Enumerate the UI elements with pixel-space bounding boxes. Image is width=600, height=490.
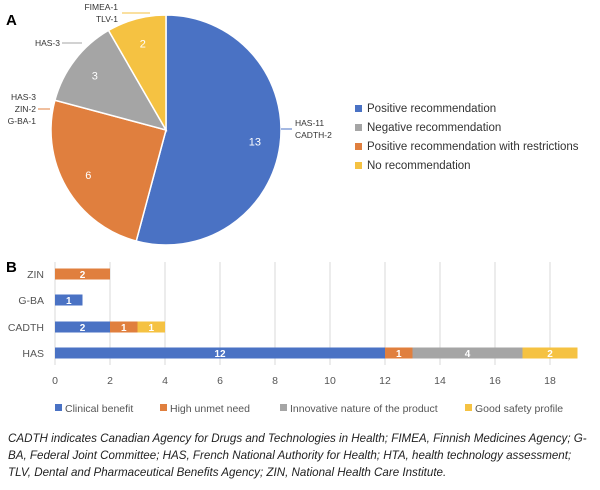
- x-tick-label: 16: [489, 375, 501, 387]
- panel-label-a: A: [6, 12, 17, 29]
- pie-slice: [135, 14, 282, 246]
- legend-swatch: [465, 404, 472, 411]
- x-tick-label: 14: [434, 375, 446, 387]
- bar-segment: [55, 294, 83, 306]
- y-category-label: HAS: [22, 348, 44, 360]
- pie-callout-label: CADTH-2: [295, 130, 332, 140]
- legend-label: Negative recommendation: [367, 122, 501, 134]
- bar-segment: [55, 347, 385, 359]
- legend-label: High unmet need: [170, 403, 250, 415]
- bar-value-label: 2: [80, 270, 86, 281]
- bar-value-label: 4: [465, 349, 471, 360]
- legend-label: No recommendation: [367, 160, 471, 172]
- pie-slice: [50, 99, 167, 243]
- legend-swatch: [280, 404, 287, 411]
- pie-callout-label: G-BA-1: [8, 116, 37, 126]
- pie-value-label: 3: [92, 70, 98, 82]
- x-tick-label: 0: [52, 375, 58, 387]
- legend-label: Innovative nature of the product: [290, 403, 438, 415]
- legend-swatch: [355, 162, 362, 169]
- figure-caption: CADTH indicates Canadian Agency for Drug…: [8, 432, 587, 479]
- pie-callout-label: TLV-1: [96, 14, 118, 24]
- bar-segment: [385, 347, 413, 359]
- bar-segment: [55, 321, 110, 333]
- bar-value-label: 1: [148, 323, 154, 334]
- bar-segment: [110, 321, 138, 333]
- pie-callout-label: HAS-11: [295, 118, 324, 128]
- pie-callout-label: HAS-3: [35, 38, 60, 48]
- x-tick-label: 18: [544, 375, 556, 387]
- x-tick-label: 2: [107, 375, 113, 387]
- pie-value-label: 6: [85, 170, 91, 182]
- legend-swatch: [55, 404, 62, 411]
- pie-callout-label: HAS-3: [11, 92, 36, 102]
- legend-swatch: [355, 124, 362, 131]
- pie-slice: [53, 29, 168, 132]
- pie-callout-label: FIMEA-1: [84, 2, 118, 12]
- bar-value-label: 1: [121, 323, 127, 334]
- legend-label: Positive recommendation: [367, 103, 496, 115]
- bar-value-label: 2: [547, 349, 553, 360]
- bar-segment: [522, 347, 578, 359]
- bar-value-label: 1: [396, 349, 402, 360]
- figure: A 13 HAS-11 CADTH-2 6 HAS-3 ZIN-2 G-BA-1 3 HAS-3…: [6, 2, 579, 415]
- legend-label: Clinical benefit: [65, 403, 133, 415]
- bar-value-label: 12: [214, 349, 226, 360]
- pie-callout-label: ZIN-2: [15, 104, 37, 114]
- y-category-label: ZIN: [27, 269, 44, 281]
- bar-segment: [55, 268, 110, 280]
- legend-label: Good safety profile: [475, 403, 563, 415]
- pie-value-label: 13: [249, 137, 261, 149]
- y-category-label: G-BA: [18, 295, 44, 307]
- bar-value-label: 1: [66, 296, 72, 307]
- pie-chart: 13 HAS-11 CADTH-2 6 HAS-3 ZIN-2 G-BA-1 3 HAS-3 2 F…: [8, 2, 332, 246]
- bar-segment: [412, 347, 523, 359]
- y-category-label: CADTH: [8, 322, 44, 334]
- x-tick-label: 10: [324, 375, 336, 387]
- pie-slice: [107, 14, 167, 133]
- legend-swatch: [355, 143, 362, 150]
- pie-value-label: 2: [140, 38, 146, 50]
- bar-segment: [137, 321, 165, 333]
- x-tick-label: 8: [272, 375, 278, 387]
- bar-value-label: 2: [80, 323, 86, 334]
- legend-swatch: [160, 404, 167, 411]
- panel-label-b: B: [6, 259, 17, 276]
- x-tick-label: 4: [162, 375, 168, 387]
- bar-legend: Clinical benefit High unmet need Innovativ…: [55, 403, 563, 415]
- legend-swatch: [355, 105, 362, 112]
- x-tick-label: 6: [217, 375, 223, 387]
- legend-label: Positive recommendation with restriction…: [367, 141, 579, 153]
- x-tick-label: 12: [379, 375, 391, 387]
- pie-legend: Positive recommendation Negative recommen…: [355, 103, 579, 172]
